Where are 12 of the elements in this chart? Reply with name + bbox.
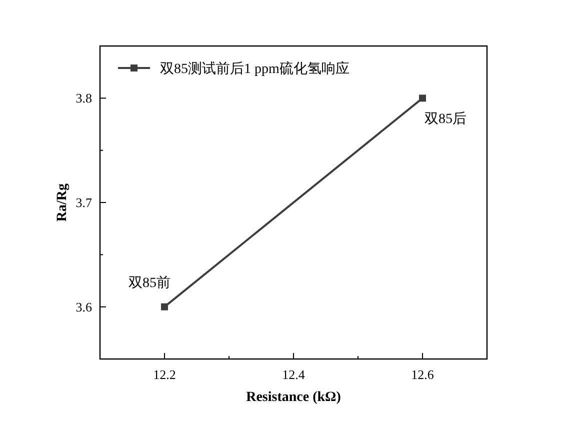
- annotation: 双85前: [128, 274, 170, 291]
- y-tick-label: 3.8: [76, 90, 92, 106]
- x-tick-label: 12.4: [282, 367, 306, 382]
- annotation: 双85后: [424, 111, 466, 128]
- x-tick-label: 12.2: [153, 367, 176, 382]
- x-axis-title: Resistance (kΩ): [246, 390, 342, 405]
- y-tick-label: 3.6: [76, 299, 92, 314]
- legend: 双85测试前后1 ppm硫化氢响应: [118, 62, 350, 77]
- x-tick-label: 12.6: [411, 367, 434, 382]
- y-tick-label: 3.7: [76, 195, 92, 210]
- legend-label: 双85测试前后1 ppm硫化氢响应: [160, 61, 350, 77]
- y-axis-title: Ra/Rg: [55, 183, 70, 222]
